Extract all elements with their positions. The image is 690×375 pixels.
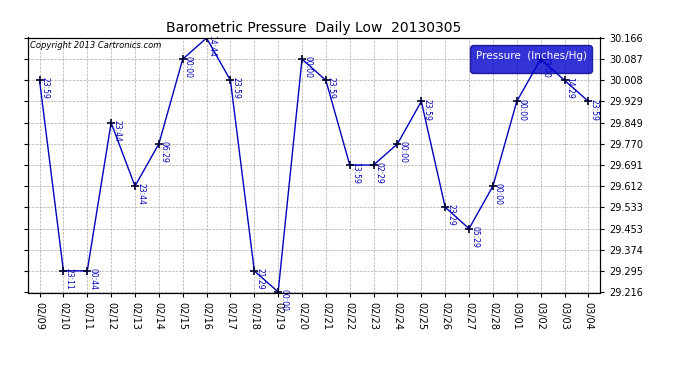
Text: 00:00: 00:00 bbox=[518, 99, 527, 121]
Text: 23:59: 23:59 bbox=[327, 78, 336, 99]
Text: 00:00: 00:00 bbox=[303, 56, 312, 78]
Text: 14:44: 14:44 bbox=[208, 35, 217, 57]
Text: 23:44: 23:44 bbox=[136, 183, 145, 205]
Text: 14:29: 14:29 bbox=[566, 78, 575, 99]
Text: 23:59: 23:59 bbox=[422, 99, 431, 120]
Text: 23:44: 23:44 bbox=[112, 120, 121, 142]
Text: 02:29: 02:29 bbox=[375, 162, 384, 184]
Text: 05:29: 05:29 bbox=[470, 226, 479, 248]
Text: 23:59: 23:59 bbox=[41, 78, 50, 99]
Text: 00:00: 00:00 bbox=[494, 183, 503, 206]
Text: 00:00: 00:00 bbox=[184, 56, 193, 78]
Text: 00:44: 00:44 bbox=[88, 268, 97, 290]
Text: 23:59: 23:59 bbox=[589, 99, 598, 120]
Text: 13:59: 13:59 bbox=[351, 162, 359, 184]
Text: 23:59: 23:59 bbox=[231, 78, 241, 99]
Text: Copyright 2013 Cartronics.com: Copyright 2013 Cartronics.com bbox=[30, 41, 162, 50]
Text: 06:29: 06:29 bbox=[160, 141, 169, 163]
Legend:  bbox=[470, 45, 592, 73]
Text: 21:29: 21:29 bbox=[255, 268, 264, 290]
Text: 23:00: 23:00 bbox=[542, 56, 551, 78]
Text: 00:00: 00:00 bbox=[279, 289, 288, 311]
Text: 23:29: 23:29 bbox=[446, 204, 455, 226]
Text: 00:00: 00:00 bbox=[399, 141, 408, 163]
Title: Barometric Pressure  Daily Low  20130305: Barometric Pressure Daily Low 20130305 bbox=[166, 21, 462, 35]
Text: 23:11: 23:11 bbox=[64, 268, 73, 290]
